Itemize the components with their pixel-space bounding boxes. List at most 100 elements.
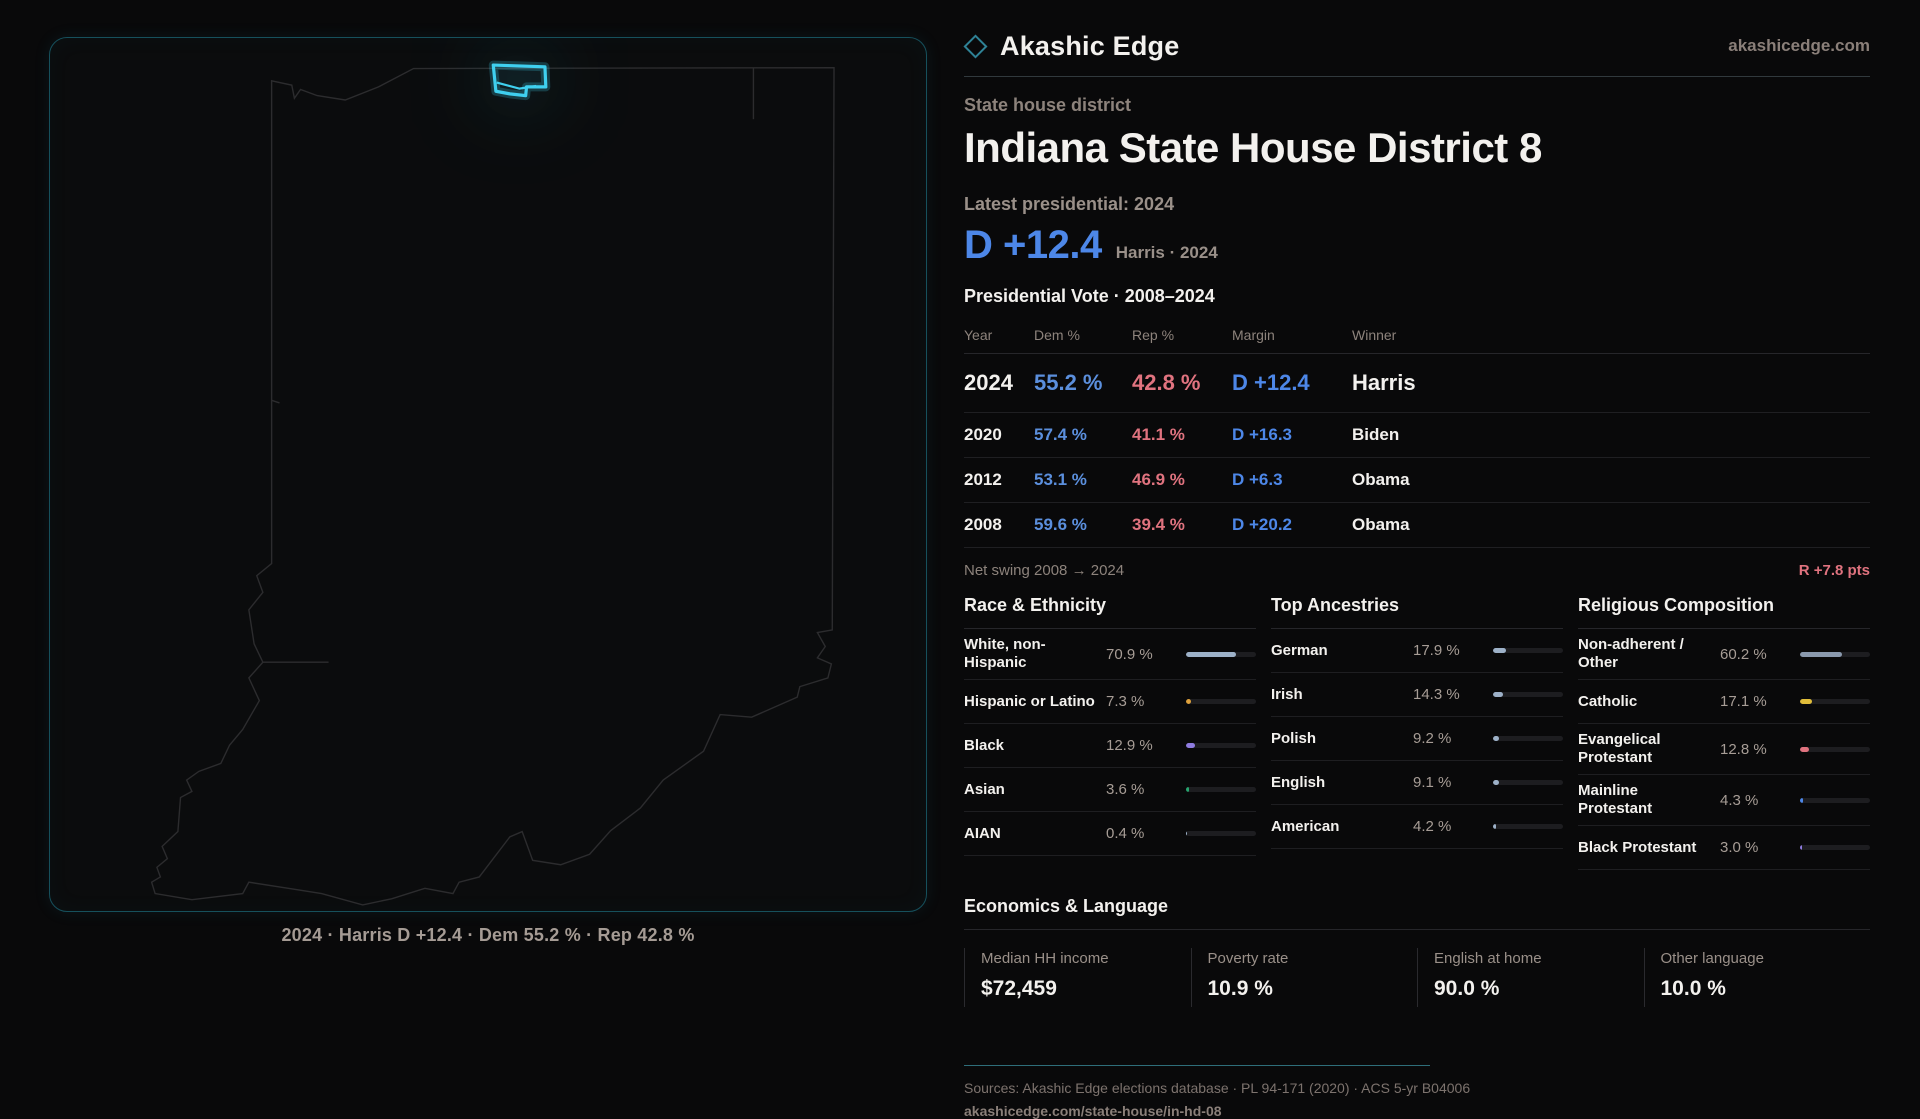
latest-presidential-label: Latest presidential: 2024: [964, 194, 1870, 215]
demo-bar-track: [1186, 787, 1256, 792]
col-header-winner: Winner: [1352, 327, 1870, 343]
stat-value: 90.0 %: [1434, 977, 1644, 1001]
presidential-vote-table: Year Dem % Rep % Margin Winner 2024 55.2…: [964, 321, 1870, 548]
demo-value: 70.9 %: [1106, 646, 1180, 663]
demo-bar-fill: [1493, 736, 1499, 741]
demo-value: 17.1 %: [1720, 693, 1794, 710]
cell-dem-pct: 59.6 %: [1034, 503, 1132, 547]
cell-dem-pct: 55.2 %: [1034, 354, 1132, 412]
cell-margin: D +20.2: [1232, 503, 1352, 547]
demo-label: Evangelical Protestant: [1578, 731, 1720, 767]
demo-value: 4.2 %: [1413, 818, 1487, 835]
demo-value: 12.9 %: [1106, 737, 1180, 754]
stat-label: Poverty rate: [1208, 950, 1418, 967]
stat-card: Other language 10.0 %: [1644, 948, 1871, 1007]
cell-rep-pct: 39.4 %: [1132, 503, 1232, 547]
demo-bar-track: [1186, 743, 1256, 748]
demo-value: 0.4 %: [1106, 825, 1180, 842]
brand-site-link[interactable]: akashicedge.com: [1728, 36, 1870, 56]
latest-presidential-metric: D +12.4 Harris · 2024: [964, 223, 1870, 268]
demo-row: AIAN 0.4 %: [964, 812, 1256, 856]
col-header-rep: Rep %: [1132, 327, 1232, 343]
net-swing-value: R +7.8 pts: [1799, 562, 1870, 579]
section-title: Top Ancestries: [1271, 595, 1563, 629]
table-row: 2020 57.4 % 41.1 % D +16.3 Biden: [964, 413, 1870, 458]
ancestries-column: Top Ancestries German 17.9 % Irish 14.3 …: [1271, 595, 1563, 870]
demo-value: 3.6 %: [1106, 781, 1180, 798]
demo-row: Irish 14.3 %: [1271, 673, 1563, 717]
demo-bar-fill: [1493, 824, 1496, 829]
demo-row: Catholic 17.1 %: [1578, 680, 1870, 724]
demo-bar-track: [1493, 736, 1563, 741]
demo-label: Polish: [1271, 730, 1413, 748]
demo-bar-fill: [1186, 652, 1236, 657]
cell-rep-pct: 41.1 %: [1132, 413, 1232, 457]
demo-label: White, non-Hispanic: [964, 636, 1106, 672]
table-row: 2012 53.1 % 46.9 % D +6.3 Obama: [964, 458, 1870, 503]
demo-row: Black 12.9 %: [964, 724, 1256, 768]
demo-label: Hispanic or Latino: [964, 693, 1106, 711]
demo-label: Catholic: [1578, 693, 1720, 711]
stat-card: Poverty rate 10.9 %: [1191, 948, 1418, 1007]
demo-value: 4.3 %: [1720, 792, 1794, 809]
district-report: Akashic Edge akashicedge.com State house…: [964, 24, 1870, 1119]
demo-label: American: [1271, 818, 1413, 836]
demo-value: 60.2 %: [1720, 646, 1794, 663]
demo-row: Hispanic or Latino 7.3 %: [964, 680, 1256, 724]
demo-row: American 4.2 %: [1271, 805, 1563, 849]
economics-cards: Median HH income $72,459 Poverty rate 10…: [964, 948, 1870, 1007]
cell-year: 2008: [964, 503, 1034, 547]
stat-value: $72,459: [981, 977, 1191, 1001]
cell-rep-pct: 42.8 %: [1132, 354, 1232, 412]
religion-column: Religious Composition Non-adherent / Oth…: [1578, 595, 1870, 870]
demo-value: 3.0 %: [1720, 839, 1794, 856]
brand-header: Akashic Edge akashicedge.com: [964, 24, 1870, 68]
demo-row: Evangelical Protestant 12.8 %: [1578, 724, 1870, 775]
cell-year: 2024: [964, 354, 1034, 412]
demo-bar-fill: [1186, 699, 1191, 704]
indiana-map: [50, 38, 926, 911]
demo-bar-track: [1493, 648, 1563, 653]
vote-table-title: Presidential Vote · 2008–2024: [964, 286, 1870, 307]
cell-winner: Obama: [1352, 458, 1870, 502]
demo-row: Asian 3.6 %: [964, 768, 1256, 812]
stat-card: English at home 90.0 %: [1417, 948, 1644, 1007]
demo-label: Irish: [1271, 686, 1413, 704]
section-title: Religious Composition: [1578, 595, 1870, 629]
economics-section-title: Economics & Language: [964, 896, 1870, 930]
header-divider: [964, 76, 1870, 77]
demo-row: Mainline Protestant 4.3 %: [1578, 775, 1870, 826]
demo-bar-track: [1493, 692, 1563, 697]
cell-winner: Biden: [1352, 413, 1870, 457]
demo-bar-track: [1186, 831, 1256, 836]
stat-value: 10.9 %: [1208, 977, 1418, 1001]
demo-bar-track: [1493, 780, 1563, 785]
cell-year: 2012: [964, 458, 1034, 502]
net-swing-label: Net swing 2008 → 2024: [964, 562, 1124, 579]
demo-value: 12.8 %: [1720, 741, 1794, 758]
cell-year: 2020: [964, 413, 1034, 457]
demo-bar-fill: [1493, 692, 1503, 697]
cell-winner: Harris: [1352, 354, 1870, 412]
stat-label: Median HH income: [981, 950, 1191, 967]
demo-bar-track: [1800, 652, 1870, 657]
demo-bar-track: [1800, 747, 1870, 752]
diamond-icon: [963, 34, 987, 58]
latest-margin-value: D +12.4: [964, 223, 1102, 268]
demo-label: Non-adherent / Other: [1578, 636, 1720, 672]
permalink[interactable]: akashicedge.com/state-house/in-hd-08: [964, 1103, 1870, 1119]
demo-bar-track: [1800, 798, 1870, 803]
stat-value: 10.0 %: [1661, 977, 1871, 1001]
demo-bar-fill: [1800, 845, 1802, 850]
demo-bar-track: [1800, 699, 1870, 704]
demo-value: 7.3 %: [1106, 693, 1180, 710]
cell-margin: D +12.4: [1232, 354, 1352, 412]
cell-dem-pct: 53.1 %: [1034, 458, 1132, 502]
demo-bar-fill: [1800, 798, 1803, 803]
demo-label: Black Protestant: [1578, 839, 1720, 857]
demo-row: Non-adherent / Other 60.2 %: [1578, 629, 1870, 680]
demo-bar-fill: [1493, 780, 1499, 785]
demo-row: Black Protestant 3.0 %: [1578, 826, 1870, 870]
table-row: 2024 55.2 % 42.8 % D +12.4 Harris: [964, 354, 1870, 413]
demo-label: German: [1271, 642, 1413, 660]
